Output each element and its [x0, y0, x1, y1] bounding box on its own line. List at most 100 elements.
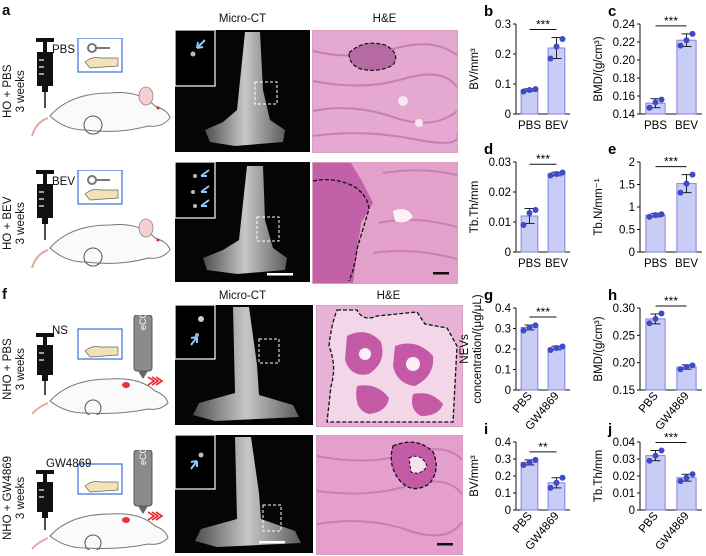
- y-tick-label: 0.20: [613, 55, 635, 67]
- x-tick-label: BEV: [675, 258, 698, 270]
- x-tick-label: PBS: [511, 390, 535, 416]
- row-condition: HO + PBS: [2, 64, 14, 118]
- syringe-icon: [36, 38, 54, 108]
- y-axis-label: NEVsconcentration/(μg/μL): [459, 294, 484, 403]
- mouse-icon: [31, 378, 169, 415]
- y-tick-label: 0.2: [495, 344, 511, 356]
- data-point: [677, 366, 684, 373]
- row-duration: 3 weeks: [15, 70, 27, 113]
- bar: [520, 461, 539, 511]
- data-point: [677, 189, 684, 196]
- panel-label-a: a: [2, 2, 11, 19]
- data-point: [683, 364, 690, 371]
- row-label-ho-pbs: HO + PBS 3 weeks: [2, 65, 28, 118]
- y-tick-label: 0: [629, 505, 635, 517]
- data-point: [520, 327, 527, 334]
- row-label-ho-bev: HO + BEV 3 weeks: [2, 197, 28, 250]
- data-point: [652, 212, 659, 219]
- syringe-icon: [36, 470, 54, 530]
- y-tick-label: 1: [629, 202, 635, 214]
- x-tick-label: PBS: [637, 510, 661, 536]
- x-tick-label: BEV: [545, 258, 568, 270]
- y-tick-label: 0.03: [489, 157, 511, 169]
- microct-image: [175, 162, 310, 282]
- row-condition: HO + BEV: [2, 196, 14, 250]
- microct-image: [175, 30, 310, 152]
- x-tick-label: PBS: [644, 120, 667, 132]
- col-title-microct: Micro-CT: [218, 290, 267, 302]
- y-axis-label: BMD/(g/cm³): [593, 316, 605, 381]
- data-point: [526, 459, 533, 466]
- significance-label: ***: [536, 18, 550, 32]
- x-tick-label: PBS: [518, 120, 541, 132]
- device-label: eCCI: [138, 309, 148, 330]
- data-point: [559, 343, 566, 350]
- y-tick-label: 0.20: [613, 358, 635, 370]
- data-point: [658, 310, 665, 317]
- device-label: eCCI: [138, 444, 148, 465]
- y-tick-label: 0.4: [495, 437, 512, 449]
- panel-label-i: i: [484, 421, 488, 438]
- y-tick-label: 0.15: [613, 385, 635, 397]
- data-point: [553, 43, 560, 50]
- panel-label-g: g: [484, 287, 493, 304]
- data-point: [683, 180, 690, 187]
- mouse-injection-eci-illustration: [31, 315, 169, 415]
- bar: [645, 214, 666, 253]
- he-histology-image: [312, 162, 458, 284]
- panel-label-d: d: [484, 141, 493, 158]
- data-point: [559, 36, 566, 42]
- panel-label-c: c: [608, 3, 616, 20]
- bar: [547, 347, 566, 391]
- data-point: [547, 55, 554, 62]
- impactor-device-icon: [133, 450, 164, 521]
- bar: [676, 39, 697, 115]
- y-tick-label: 0: [505, 109, 511, 121]
- significance-label: ***: [536, 152, 550, 166]
- significance-label: ***: [536, 305, 550, 319]
- y-axis-label: Tb.Th/mm: [593, 450, 605, 502]
- data-point: [689, 171, 696, 178]
- data-point: [553, 171, 560, 177]
- y-tick-label: 0.03: [613, 454, 635, 466]
- data-point: [677, 478, 684, 485]
- data-point: [683, 474, 690, 481]
- data-point: [646, 104, 653, 111]
- data-point: [677, 42, 684, 49]
- row-condition: NHO + PBS: [2, 338, 14, 400]
- data-point: [683, 37, 690, 44]
- y-tick-label: 2: [629, 157, 635, 169]
- mouse-injection-illustration: [31, 170, 171, 269]
- y-tick-label: 1.5: [619, 180, 635, 192]
- x-tick-label: BEV: [545, 120, 568, 132]
- mouse-icon: [31, 218, 171, 269]
- y-axis-label: BV/mm³: [469, 48, 481, 90]
- y-tick-label: 0.5: [619, 225, 635, 237]
- data-point: [689, 30, 696, 37]
- y-tick-label: 0.02: [613, 471, 635, 483]
- data-point: [658, 211, 665, 218]
- significance-label: ***: [664, 294, 678, 308]
- row-condition: NHO + GW4869: [2, 455, 14, 540]
- bar-chart-g: g 0 0.1 0.2 0.3 0.4 NEVsconcentration/(μg/μL) P…: [459, 287, 570, 433]
- microct-image: [175, 435, 313, 553]
- col-title-he: H&E: [376, 290, 401, 302]
- col-title-he: H&E: [372, 13, 397, 25]
- data-point: [646, 213, 653, 220]
- y-tick-label: 0.25: [613, 330, 635, 342]
- syringe-icon: [36, 333, 54, 395]
- y-axis-label: BV/mm³: [469, 455, 481, 497]
- he-histology-image: [316, 435, 463, 555]
- y-tick-label: 0: [505, 247, 511, 259]
- y-tick-label: 0.16: [613, 91, 635, 103]
- y-tick-label: 0.02: [489, 187, 511, 199]
- panel-label-b: b: [484, 3, 493, 20]
- row-duration: 3 weeks: [15, 348, 27, 391]
- data-point: [526, 324, 533, 331]
- x-tick-label: PBS: [637, 390, 661, 416]
- data-point: [646, 457, 653, 464]
- y-tick-label: 0.2: [495, 49, 511, 61]
- bar-chart-e: e 0 0.5 1 1.5 2 Tb.N/mm⁻¹ PBS BEV ***: [593, 141, 702, 270]
